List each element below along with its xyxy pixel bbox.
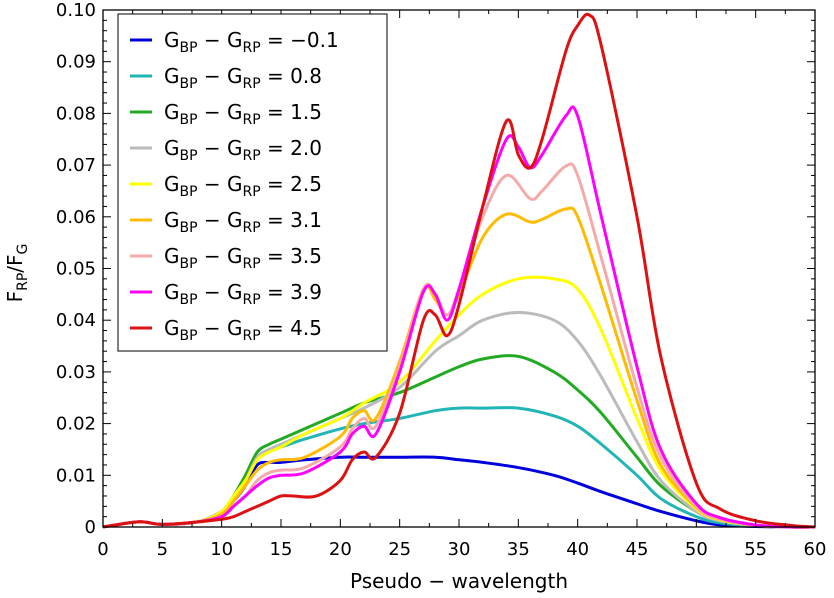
y-axis-title: FRP/FG bbox=[3, 244, 31, 303]
legend-entry: GBP − GRP = 2.5 bbox=[130, 172, 322, 200]
x-tick-label: 0 bbox=[97, 539, 108, 560]
x-axis-title: Pseudo − wavelength bbox=[350, 569, 568, 593]
y-tick-label: 0.01 bbox=[56, 465, 96, 486]
x-tick-label: 50 bbox=[685, 539, 708, 560]
series-line-6 bbox=[102, 206, 816, 529]
legend-entry: GBP − GRP = 3.9 bbox=[130, 280, 322, 308]
legend-entry: GBP − GRP = 3.1 bbox=[130, 208, 322, 236]
legend-entry: GBP − GRP = 0.8 bbox=[130, 64, 322, 92]
y-tick-label: 0.10 bbox=[56, 0, 96, 21]
series-line-8 bbox=[102, 105, 816, 529]
y-tick-label: 0.03 bbox=[56, 362, 96, 383]
y-tick-label: 0.05 bbox=[56, 259, 96, 280]
legend-label: GBP − GRP = 3.5 bbox=[164, 244, 322, 272]
series-line-9 bbox=[102, 12, 816, 529]
x-tick-label: 10 bbox=[210, 539, 233, 560]
legend-label: GBP − GRP = −0.1 bbox=[164, 28, 339, 56]
legend-entry: GBP − GRP = 3.5 bbox=[130, 244, 322, 272]
x-tick-label: 30 bbox=[448, 539, 471, 560]
x-tick-label: 5 bbox=[157, 539, 168, 560]
y-tick-label: 0.08 bbox=[56, 103, 96, 124]
x-tick-label: 45 bbox=[626, 539, 649, 560]
legend-entry: GBP − GRP = 1.5 bbox=[130, 100, 322, 128]
legend-label: GBP − GRP = 4.5 bbox=[164, 316, 322, 344]
legend-label: GBP − GRP = 2.0 bbox=[164, 136, 322, 164]
tick-labels: 0 5 10 15 20 25 30 35 40 45 50 55 60 0 0.01 0.02 0.03 0.0… bbox=[56, 0, 827, 560]
y-tick-label: 0.06 bbox=[56, 207, 96, 228]
legend: GBP − GRP = −0.1 GBP − GRP = 0.8 GBP − GRP… bbox=[117, 13, 388, 352]
legend-label: GBP − GRP = 2.5 bbox=[164, 172, 322, 200]
x-tick-label: 40 bbox=[566, 539, 589, 560]
legend-label: GBP − GRP = 3.1 bbox=[164, 208, 322, 236]
y-tick-label: 0.02 bbox=[56, 414, 96, 435]
x-tick-label: 20 bbox=[329, 539, 352, 560]
legend-entry: GBP − GRP = 4.5 bbox=[130, 316, 322, 344]
legend-entry: GBP − GRP = 2.0 bbox=[130, 136, 322, 164]
x-tick-label: 15 bbox=[270, 539, 293, 560]
legend-entry: GBP − GRP = −0.1 bbox=[130, 28, 339, 56]
x-tick-label: 55 bbox=[744, 539, 767, 560]
y-tick-label: 0 bbox=[85, 517, 96, 538]
x-tick-label: 35 bbox=[507, 539, 530, 560]
legend-label: GBP − GRP = 0.8 bbox=[164, 64, 322, 92]
x-tick-label: 60 bbox=[804, 539, 827, 560]
plot-lines bbox=[102, 12, 816, 529]
series-line-2 bbox=[102, 406, 816, 529]
x-tick-label: 25 bbox=[388, 539, 411, 560]
series-line-5 bbox=[102, 275, 816, 529]
legend-box bbox=[117, 13, 388, 352]
y-tick-label: 0.04 bbox=[56, 310, 96, 331]
y-tick-label: 0.07 bbox=[56, 155, 96, 176]
legend-label: GBP − GRP = 1.5 bbox=[164, 100, 322, 128]
legend-label: GBP − GRP = 3.9 bbox=[164, 280, 322, 308]
plot-frame bbox=[102, 9, 816, 528]
y-tick-label: 0.09 bbox=[56, 52, 96, 73]
